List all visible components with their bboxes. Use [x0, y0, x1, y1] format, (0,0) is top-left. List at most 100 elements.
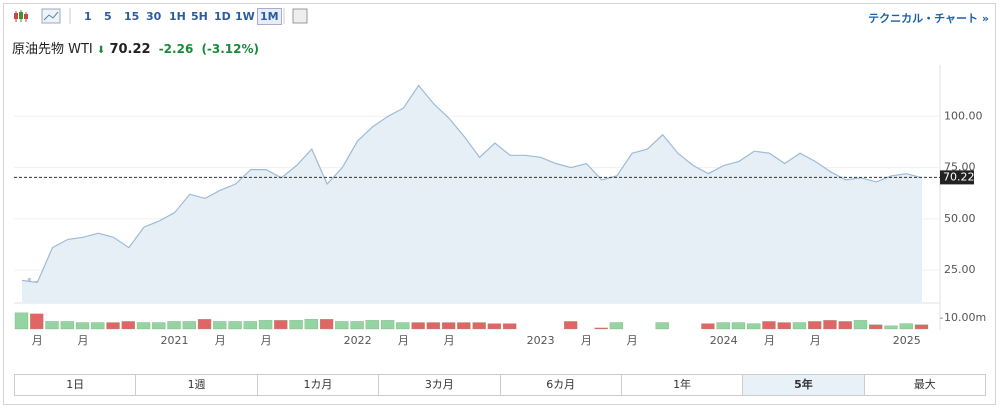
y-tick-label: 50.00: [944, 212, 976, 225]
x-tick-label: 2022: [344, 334, 372, 347]
volume-bar: [121, 321, 135, 330]
volume-bar: [838, 321, 852, 330]
interval-button[interactable]: 30: [146, 10, 162, 23]
down-arrow: ⬇: [96, 45, 106, 56]
volume-bar: [869, 324, 883, 330]
last-price-box: [940, 170, 974, 185]
volume-bar: [747, 323, 761, 330]
volume-bar: [426, 322, 441, 330]
x-tick-label: 月: [627, 334, 638, 347]
volume-bar: [91, 322, 105, 330]
interval-button[interactable]: 1: [84, 10, 92, 23]
range-button[interactable]: 1日: [15, 375, 137, 395]
volume-bar: [335, 321, 349, 330]
range-button[interactable]: 5年: [743, 375, 865, 395]
volume-bar: [899, 323, 913, 330]
volume-bar: [853, 320, 868, 330]
interval-button[interactable]: 5H: [191, 10, 208, 23]
volume-bar: [914, 324, 929, 330]
volume-bar: [594, 327, 608, 330]
volume-bar: [716, 322, 730, 330]
volume-bar: [792, 322, 807, 330]
widget-frame: [3, 3, 996, 405]
change-percent: (-3.12%): [201, 42, 260, 56]
volume-bar: [609, 322, 624, 330]
interval-button[interactable]: 1H: [169, 10, 186, 23]
volume-bar: [152, 322, 166, 330]
x-tick-label: 月: [810, 334, 821, 347]
volume-tick-label: 10.00m: [944, 311, 986, 324]
y-tick-label: 100.00: [944, 109, 983, 122]
interval-button[interactable]: 1M: [257, 8, 282, 25]
y-tick-label: 75.00: [944, 161, 976, 174]
range-button[interactable]: 3カ月: [379, 375, 501, 395]
price: 70.22: [109, 42, 151, 57]
volume-bar: [167, 321, 181, 330]
x-tick-label: 月: [581, 334, 592, 347]
volume-bar: [808, 321, 822, 330]
area-fill: [22, 85, 922, 303]
range-button[interactable]: 6カ月: [501, 375, 622, 395]
volume-bar: [289, 320, 303, 330]
range-button[interactable]: 最大: [913, 378, 936, 391]
x-tick-label: 2023: [527, 334, 555, 347]
x-tick-label: 月: [398, 334, 409, 347]
volume-bar: [304, 319, 318, 330]
volume-bar: [823, 320, 837, 330]
change: -2.26: [158, 42, 194, 56]
volume-bar: [701, 323, 715, 330]
volume-bar: [136, 322, 151, 330]
x-tick-label: 2024: [710, 334, 738, 347]
y-tick-label: 25.00: [944, 263, 976, 276]
range-selector: 1日 1週 1カ月 3カ月 6カ月 1年 5年 最大: [14, 374, 986, 396]
volume-bar: [731, 322, 746, 330]
volume-bar: [60, 321, 74, 330]
x-tick-label: 月: [444, 334, 455, 347]
volume-bar: [45, 321, 59, 330]
volume-bar: [197, 319, 212, 330]
x-tick-label: 月: [78, 334, 89, 347]
volume-bar: [396, 322, 410, 330]
volume-bar: [14, 312, 29, 330]
volume-bar: [243, 321, 257, 330]
interval-button[interactable]: 15: [124, 10, 140, 23]
volume-bar: [365, 320, 379, 330]
x-tick-label: 月: [261, 334, 272, 347]
volume-bar: [75, 322, 90, 330]
volume-bar: [228, 321, 242, 330]
instrument-name: 原油先物 WTI: [12, 42, 93, 57]
x-tick-label: 2021: [161, 334, 189, 347]
volume-bar: [106, 322, 120, 330]
technical-chart-link[interactable]: テクニカル・チャート »: [868, 12, 989, 25]
area-icon-line: [43, 11, 59, 21]
price-line: [21, 84, 923, 284]
volume-bar: [884, 325, 898, 330]
volume-bar: [487, 323, 502, 330]
x-tick-label: 月: [32, 334, 43, 347]
candle-icon[interactable]: [14, 10, 28, 22]
volume-bar: [258, 320, 273, 330]
range-button[interactable]: 1週: [136, 375, 258, 395]
range-button[interactable]: 1年: [622, 375, 744, 395]
interval-button[interactable]: 1D: [214, 10, 231, 23]
volume-bar: [762, 321, 776, 330]
interval-button[interactable]: 1W: [235, 10, 255, 23]
volume-bar: [274, 320, 288, 330]
quote-header: 原油先物 WTI ⬇ 70.22 -2.26 (-3.12%): [12, 38, 259, 57]
volume-bar: [655, 322, 669, 330]
volume-bar: [411, 322, 425, 330]
volume-bar: [182, 321, 196, 330]
settings-icon[interactable]: [292, 8, 308, 24]
x-tick-label: 2025: [893, 334, 921, 347]
volume-bar: [213, 321, 227, 330]
volume-bar: [441, 322, 456, 330]
interval-button[interactable]: 5: [104, 10, 112, 23]
x-tick-label: 月: [764, 334, 775, 347]
volume-bar: [457, 322, 471, 330]
volume-bar: [350, 321, 364, 330]
volume-bar: [777, 322, 791, 330]
range-button[interactable]: 1カ月: [258, 375, 380, 395]
volume-bar: [502, 323, 517, 330]
